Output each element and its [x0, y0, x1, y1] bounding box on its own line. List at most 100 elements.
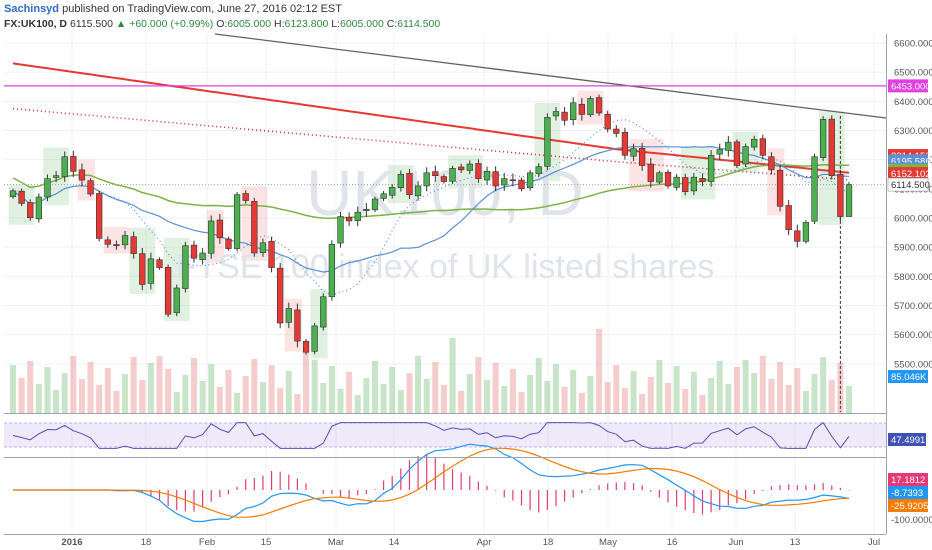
- volume-bar: [630, 371, 637, 413]
- candle-body: [432, 171, 439, 177]
- candle-body: [570, 102, 577, 121]
- volume-bar: [216, 387, 223, 413]
- volume-bar: [708, 378, 715, 413]
- macd-signal-line: [13, 447, 850, 518]
- volume-bar: [9, 365, 17, 413]
- volume-bar: [320, 383, 327, 413]
- candle-body: [35, 196, 42, 220]
- candle-body: [354, 211, 361, 221]
- candle-body: [509, 179, 517, 182]
- volume-bar: [501, 386, 508, 413]
- volume-bar: [96, 385, 103, 413]
- candle-body: [139, 253, 146, 285]
- volume-bar: [492, 363, 499, 413]
- volume-bar: [802, 391, 809, 413]
- macd-label-text: -25.9205: [891, 501, 929, 512]
- volume-bar: [811, 374, 818, 413]
- author-name[interactable]: Sachinsyd: [4, 3, 60, 15]
- volume-bar: [268, 365, 275, 413]
- rsi-pane[interactable]: [4, 414, 886, 456]
- candle-body: [302, 341, 310, 353]
- candle-body: [587, 98, 594, 116]
- volume-bar: [122, 374, 129, 413]
- volume-bar: [87, 362, 94, 413]
- candle-body: [294, 309, 301, 342]
- candle-body: [526, 172, 534, 188]
- open-label: O:: [216, 18, 228, 30]
- high-value: 6123.800: [284, 18, 329, 30]
- price-tick-label: 5700.000: [894, 301, 932, 312]
- candle-body: [501, 178, 508, 186]
- volume-bar: [285, 371, 292, 413]
- volume-bar: [527, 375, 534, 413]
- volume-bar: [311, 360, 318, 413]
- candle-body: [690, 176, 698, 192]
- candle-body: [828, 118, 835, 177]
- candle-body: [552, 111, 560, 117]
- candle-body: [466, 163, 473, 171]
- candle-body: [147, 258, 155, 284]
- volume-bar: [346, 372, 353, 413]
- candle-body: [458, 166, 465, 171]
- candle-body: [613, 128, 620, 134]
- candle-body: [742, 146, 749, 165]
- macd-pane[interactable]: [4, 458, 886, 534]
- volume-bar: [27, 361, 34, 413]
- volume-bar: [613, 365, 620, 413]
- time-axis[interactable]: 2016 18 Feb 15 Mar 14 Apr 18 May 16 Jun 13 Jul: [61, 537, 880, 548]
- candle-body: [87, 180, 94, 195]
- volume-bar: [70, 356, 77, 413]
- volume-bar: [251, 359, 258, 413]
- candle-body: [371, 198, 379, 211]
- candle-body: [785, 205, 792, 230]
- macd-indicator: [13, 443, 850, 523]
- volume-bar: [61, 373, 68, 413]
- time-tick-label: 16: [667, 537, 678, 548]
- volume-bar: [690, 372, 697, 413]
- volume-bar: [208, 364, 215, 413]
- price-tick-label: 6300.000: [894, 126, 932, 137]
- candle-body: [216, 219, 223, 239]
- time-tick-label: 2016: [61, 537, 82, 548]
- price-label-box: [888, 79, 928, 93]
- published-text: published on TradingView.com, June 27, 2…: [62, 3, 342, 15]
- time-tick-label: 13: [790, 537, 801, 548]
- macd-value-labels: 17.1812 -8.7393 -25.9205 -100.0000: [888, 473, 932, 526]
- candle-body: [475, 163, 482, 179]
- macd-label-box: [888, 486, 928, 499]
- volume-bar: [561, 387, 568, 413]
- volume-bar: [509, 369, 516, 413]
- candle-body: [802, 222, 810, 242]
- volume-bar: [328, 366, 335, 413]
- price-label-text: 6453.000: [891, 81, 931, 92]
- candle-body: [820, 119, 827, 158]
- candle-body: [759, 138, 766, 156]
- candle-body: [682, 177, 689, 193]
- volume-bar: [78, 379, 85, 413]
- open-value: 6005.000: [227, 18, 272, 30]
- volume-bar: [130, 357, 137, 413]
- rsi-band: [4, 422, 886, 448]
- candle-body: [78, 169, 86, 181]
- volume-bar: [380, 384, 387, 413]
- volume-bar: [449, 338, 456, 413]
- time-tick-label: Feb: [199, 537, 215, 548]
- volume-bar: [190, 358, 198, 413]
- volume-bar: [535, 358, 542, 413]
- sma-20-line: [12, 145, 850, 273]
- candle-body: [656, 172, 663, 183]
- candle-body: [768, 156, 775, 171]
- volume-bar: [156, 356, 163, 413]
- candle-body: [190, 244, 198, 259]
- candle-body: [70, 156, 77, 172]
- candle-body: [61, 156, 68, 177]
- volume-bar: [716, 361, 723, 413]
- volume-bar: [570, 370, 577, 413]
- volume-bar: [406, 373, 413, 413]
- time-tick-label: 18: [543, 537, 554, 548]
- main-pane[interactable]: [4, 34, 886, 413]
- volume-bar: [639, 394, 646, 413]
- volume-bar: [664, 383, 672, 413]
- price-tick-label: 6000.000: [894, 214, 932, 225]
